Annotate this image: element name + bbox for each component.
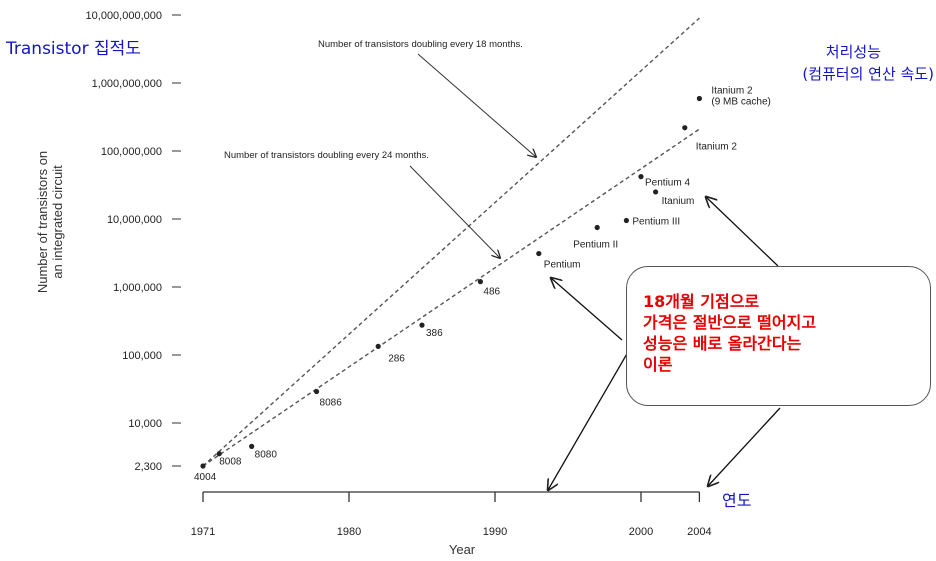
axes-group: 2,300 10,000 100,000 1,000,000 10,000,000 100… [35,10,712,557]
data-point-pentium-4 [638,174,644,180]
trend-line-18-months [202,17,700,467]
x-axis-title: Year [449,542,476,557]
data-point-itanium-2-9-mb-cache [696,95,703,102]
data-point-386 [419,322,425,328]
x-tick-label-1980: 1980 [337,526,361,538]
data-point-label-line-itanium-2-9-mb-cache-2: (9 MB cache) [711,96,770,107]
data-point-label-8086: 8086 [320,398,343,409]
y-tick-label-10-000-000-000: 10,000,000,000 [86,10,162,22]
data-point-label-line-pentium-1: Pentium [544,260,581,271]
data-point-label-486: 486 [483,287,500,298]
data-point-label-line-486-1: 486 [483,287,500,298]
data-point-label-line-pentium-ii-1: Pentium II [573,239,618,250]
data-point-label-line-itanium-2-9-mb-cache-1: Itanium 2 [711,85,753,96]
x-tick-label-1990: 1990 [483,526,507,538]
callout-line-4: 이론 [643,355,673,374]
data-point-label-pentium-ii: Pentium II [573,239,618,250]
performance-subtitle: (컴퓨터의 연산 속도) [802,65,934,83]
data-point-label-itanium-2-9-mb-cache: Itanium 2 (9 MB cache) [711,85,770,107]
trend-leader-18-months [417,53,536,157]
data-point-286 [375,343,381,349]
data-point-label-8008: 8008 [219,457,242,468]
data-point-label-4004: 4004 [194,472,217,483]
data-point-label-line-itanium-1: Itanium [662,196,695,207]
data-point-486 [477,279,483,285]
callout-line-3: 성능은 배로 올라간다는 [643,334,802,353]
callout-line-1: 18개월 기점으로 [643,292,760,311]
y-tick-label-1-000-000-000: 1,000,000,000 [92,78,162,90]
data-point-label-line-8086-1: 8086 [320,398,343,409]
data-point-8008 [216,451,222,457]
data-point-label-line-386-1: 386 [426,328,443,339]
trend-lines-group: Number of transistors doubling every 18 … [202,17,700,467]
data-point-4004 [200,463,206,469]
trend-label-18-months: Number of transistors doubling every 18 … [318,39,523,50]
callout-line-2: 가격은 절반으로 떨어지고 [643,313,817,332]
data-point-itanium-2 [682,125,688,131]
trend-leader-24-months [409,165,500,258]
y-tick-label-100-000-000: 100,000,000 [101,146,162,158]
data-point-label-8080: 8080 [255,449,278,460]
moores-law-callout-box: 18개월 기점으로 가격은 절반으로 떨어지고 성능은 배로 올라간다는 이론 [626,266,931,406]
data-point-8086 [313,388,320,395]
data-point-label-line-itanium-2-1: Itanium 2 [696,142,738,153]
y-tick-label-10-000-000: 10,000,000 [107,214,162,226]
x-tick-label-1971: 1971 [191,526,215,538]
callout-arrow-to-performance [706,197,779,267]
data-point-pentium-iii [623,217,630,224]
x-tick-label-2004: 2004 [687,526,711,538]
data-point-label-386: 386 [426,328,443,339]
y-tick-label-100-000: 100,000 [122,350,162,362]
data-point-label-line-8080-1: 8080 [255,449,278,460]
callout-arrow-to-x-axis [548,351,629,490]
annotation-arrows-group [548,197,781,490]
y-axis-title-line-1: Number of transistors on [35,151,50,293]
data-point-label-pentium-4: Pentium 4 [645,178,690,189]
performance-title: 처리성능 [825,43,881,61]
x-tick-label-2000: 2000 [629,526,653,538]
y-axis-title: Number of transistors onan integrated ci… [35,151,65,293]
data-point-label-itanium: Itanium [662,196,695,207]
y-tick-label-1-000-000: 1,000,000 [113,282,162,294]
data-point-pentium [536,250,542,257]
data-point-label-pentium: Pentium [544,260,581,271]
callout-arrow-to-pentium [551,278,623,341]
data-point-label-line-pentium-4-1: Pentium 4 [645,178,690,189]
data-point-label-pentium-iii: Pentium III [632,217,680,228]
data-point-label-line-pentium-iii-1: Pentium III [632,217,680,228]
trend-line-24-months [202,128,700,467]
data-point-pentium-ii [594,224,600,231]
transistor-density-title: Transistor 집적도 [6,39,141,59]
y-axis-title-line-2: an integrated circuit [50,165,65,279]
data-point-itanium [653,189,659,195]
trend-label-24-months: Number of transistors doubling every 24 … [224,150,429,161]
callout-arrow-to-year [708,407,781,486]
data-point-label-286: 286 [388,353,405,364]
y-tick-label-2-300: 2,300 [134,461,162,473]
y-tick-label-10-000: 10,000 [128,418,162,430]
data-point-label-line-4004-1: 4004 [194,472,217,483]
year-label-korean: 연도 [722,491,752,510]
data-point-label-line-8008-1: 8008 [219,457,242,468]
data-point-label-itanium-2: Itanium 2 [696,142,738,153]
data-point-8080 [249,443,255,449]
data-point-label-line-286-1: 286 [388,353,405,364]
